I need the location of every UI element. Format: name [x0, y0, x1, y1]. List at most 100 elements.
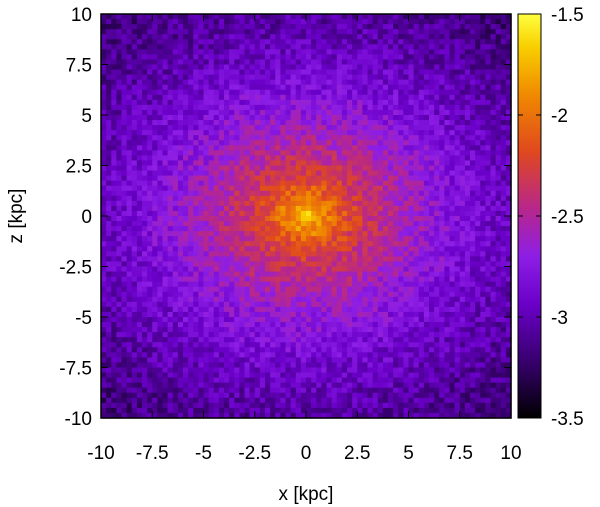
heatmap-cell — [341, 84, 348, 91]
heatmap-cell — [464, 256, 471, 263]
heatmap-cell — [485, 130, 492, 136]
heatmap-cell — [162, 79, 169, 86]
heatmap-cell — [357, 74, 363, 81]
heatmap-cell — [193, 150, 199, 156]
heatmap-cell — [393, 160, 399, 167]
heatmap-cell — [121, 120, 128, 126]
heatmap-cell — [362, 29, 369, 35]
heatmap-cell — [290, 135, 297, 141]
heatmap-cell — [413, 200, 420, 207]
heatmap-cell — [136, 150, 143, 156]
heatmap-cell — [290, 130, 297, 136]
heatmap-cell — [152, 190, 158, 197]
heatmap-cell — [418, 69, 425, 76]
heatmap-cell — [121, 185, 128, 192]
heatmap-cell — [490, 140, 497, 146]
heatmap-cell — [213, 226, 220, 232]
heatmap-cell — [254, 281, 261, 288]
heatmap-cell — [459, 99, 466, 106]
heatmap-cell — [193, 135, 199, 141]
heatmap-cell — [249, 291, 256, 298]
heatmap-cell — [213, 34, 220, 40]
heatmap-cell — [239, 327, 246, 333]
heatmap-cell — [413, 14, 420, 20]
heatmap-cell — [285, 261, 292, 268]
heatmap-cell — [244, 195, 251, 202]
heatmap-cell — [464, 155, 471, 162]
heatmap-cell — [111, 59, 117, 66]
heatmap-cell — [423, 256, 430, 263]
heatmap-cell — [290, 216, 297, 222]
heatmap-cell — [408, 94, 415, 101]
heatmap-cell — [280, 130, 287, 136]
heatmap-cell — [454, 180, 461, 187]
heatmap-cell — [259, 261, 266, 268]
heatmap-cell — [408, 29, 415, 35]
heatmap-cell — [331, 317, 338, 323]
heatmap-cell — [300, 216, 307, 222]
heatmap-cell — [106, 327, 112, 333]
heatmap-cell — [311, 54, 317, 61]
heatmap-cell — [326, 251, 333, 257]
heatmap-cell — [162, 145, 169, 151]
heatmap-cell — [167, 246, 174, 252]
heatmap-cell — [347, 311, 353, 318]
heatmap-cell — [423, 24, 430, 30]
heatmap-cell — [403, 89, 410, 96]
heatmap-cell — [372, 34, 379, 40]
heatmap-cell — [362, 180, 369, 187]
heatmap-cell — [244, 34, 251, 40]
heatmap-cell — [444, 170, 451, 177]
heatmap-cell — [403, 185, 410, 192]
heatmap-cell — [413, 155, 420, 162]
heatmap-cell — [224, 195, 230, 202]
heatmap-cell — [444, 185, 451, 192]
heatmap-cell — [470, 210, 476, 217]
heatmap-cell — [300, 261, 307, 268]
heatmap-cell — [470, 266, 476, 273]
heatmap-cell — [101, 266, 107, 273]
heatmap-cell — [326, 125, 333, 131]
heatmap-cell — [203, 281, 210, 288]
heatmap-cell — [439, 236, 445, 242]
heatmap-cell — [280, 200, 287, 207]
heatmap-cell — [326, 89, 333, 96]
heatmap-cell — [167, 170, 174, 177]
heatmap-cell — [177, 271, 184, 278]
heatmap-cell — [218, 221, 225, 227]
heatmap-cell — [470, 281, 476, 288]
heatmap-cell — [239, 39, 246, 45]
heatmap-cell — [198, 39, 205, 45]
heatmap-cell — [213, 94, 220, 101]
heatmap-cell — [126, 94, 133, 101]
heatmap-cell — [470, 74, 476, 81]
heatmap-cell — [500, 205, 507, 212]
heatmap-cell — [347, 29, 353, 35]
heatmap-cell — [367, 251, 374, 257]
heatmap-cell — [321, 14, 328, 20]
heatmap-cell — [167, 175, 174, 182]
heatmap-cell — [388, 185, 394, 192]
heatmap-cell — [270, 226, 276, 232]
heatmap-cell — [152, 29, 158, 35]
heatmap-cell — [275, 276, 281, 283]
heatmap-cell — [357, 34, 363, 40]
heatmap-cell — [336, 54, 343, 61]
heatmap-cell — [183, 231, 189, 237]
heatmap-cell — [152, 89, 158, 96]
heatmap-cell — [434, 286, 440, 293]
heatmap-cell — [285, 59, 292, 66]
heatmap-cell — [270, 276, 276, 283]
heatmap-cell — [157, 241, 164, 247]
heatmap-cell — [352, 14, 358, 20]
heatmap-cell — [423, 59, 430, 66]
heatmap-cell — [403, 236, 410, 242]
heatmap-cell — [116, 79, 123, 86]
heatmap-cell — [470, 185, 476, 192]
heatmap-cell — [162, 236, 169, 242]
heatmap-cell — [259, 216, 266, 222]
heatmap-cell — [244, 271, 251, 278]
heatmap-cell — [331, 291, 338, 298]
heatmap-cell — [126, 311, 133, 318]
heatmap-cell — [218, 79, 225, 86]
